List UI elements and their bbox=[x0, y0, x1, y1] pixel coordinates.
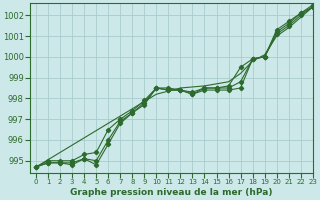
X-axis label: Graphe pression niveau de la mer (hPa): Graphe pression niveau de la mer (hPa) bbox=[70, 188, 273, 197]
